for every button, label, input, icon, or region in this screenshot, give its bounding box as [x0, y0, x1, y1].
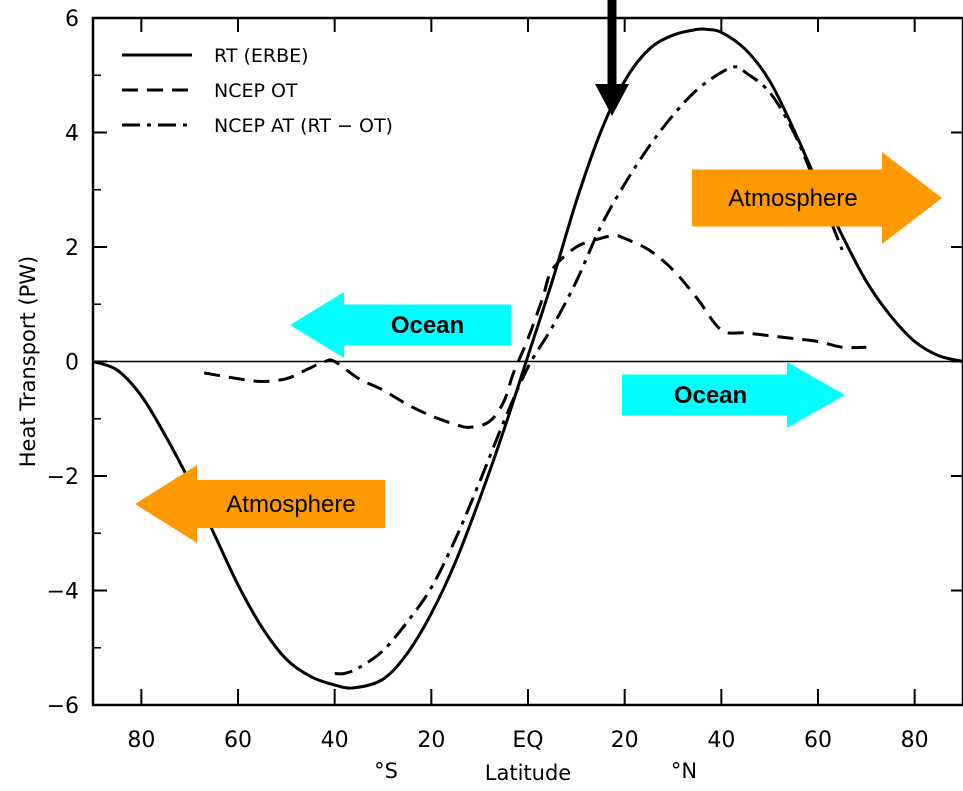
x-tick-label: 60 [804, 728, 832, 753]
annotation-label: Ocean [391, 312, 464, 339]
x-tick-label: 60 [224, 728, 252, 753]
highlight-marker [595, 0, 629, 116]
x-axis-title: Latitude [485, 761, 571, 785]
highlight-arrow-head [595, 84, 629, 116]
x-tick-label: 80 [901, 728, 929, 753]
y-tick-label: −6 [47, 694, 79, 719]
annotation-arrows: Ocean Ocean Atmosphere Atmosphere [135, 152, 942, 543]
x-tick-label: 20 [611, 728, 639, 753]
annotation-label: Atmosphere [728, 185, 857, 212]
legend: RT (ERBE) NCEP OT NCEP AT (RT − OT) [122, 45, 393, 137]
x-tick-label: 40 [707, 728, 735, 753]
x-tick-label: 40 [321, 728, 349, 753]
y-tick-label: 4 [65, 122, 79, 147]
legend-label: NCEP AT (RT − OT) [214, 115, 393, 137]
y-tick-label: 0 [65, 351, 79, 376]
y-tick-label: −4 [47, 580, 79, 605]
x-tick-label: 20 [417, 728, 445, 753]
annotation-label: Ocean [674, 382, 747, 409]
series-line-dash-dot [334, 65, 844, 676]
annotation-arrow [290, 292, 511, 358]
legend-label: NCEP OT [214, 80, 298, 102]
annotation-arrow [135, 465, 385, 543]
annotation-label: Atmosphere [226, 491, 355, 518]
y-tick-label: 2 [65, 236, 79, 261]
north-hemisphere-label: °N [671, 759, 697, 783]
legend-label: RT (ERBE) [214, 45, 309, 67]
y-axis-title: Heat Transport (PW) [16, 256, 40, 468]
x-tick-label: 80 [127, 728, 155, 753]
south-hemisphere-label: °S [374, 759, 398, 783]
annotation-arrow [622, 362, 845, 428]
annotation-arrow [692, 152, 942, 244]
x-tick-label: EQ [512, 728, 543, 753]
y-tick-label: −2 [47, 465, 79, 490]
y-tick-label: 6 [65, 7, 79, 32]
axis-labels: Heat Transport (PW) Latitude °S °N [16, 256, 697, 785]
series-line-dashed [203, 234, 867, 429]
